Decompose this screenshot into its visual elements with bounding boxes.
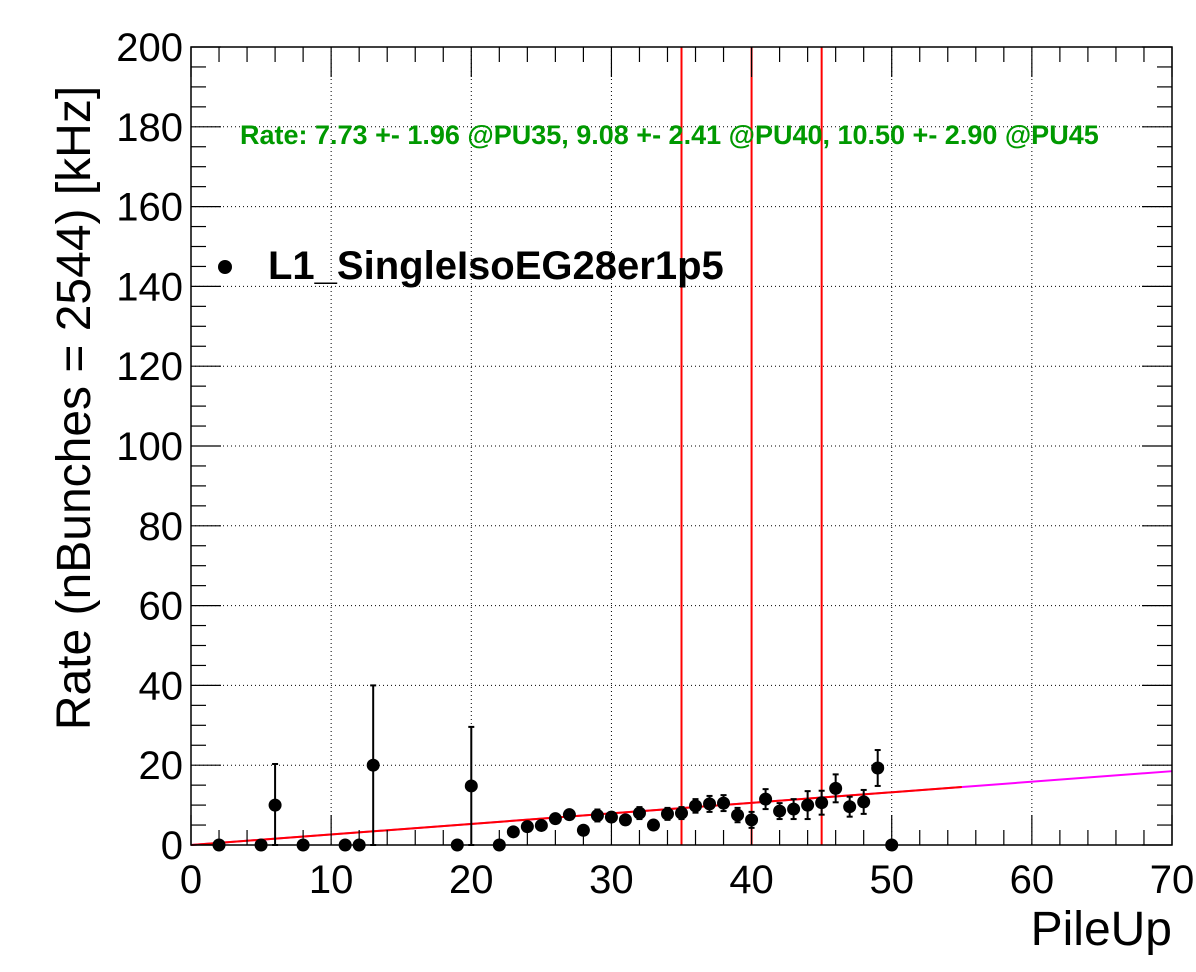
data-marker [366,758,380,772]
data-point [703,794,717,813]
y-tick-label: 160 [116,186,183,230]
data-marker [464,779,478,793]
data-marker [815,796,829,810]
x-tick-label: 40 [729,858,774,902]
data-point [618,813,632,827]
y-tick-label: 40 [139,664,184,708]
data-marker [689,799,703,813]
y-tick-label: 60 [139,585,184,629]
legend-marker [218,260,232,274]
data-marker [857,795,871,809]
y-tick-label: 80 [139,505,184,549]
data-point [731,806,745,824]
rate-annotation: Rate: 7.73 +- 1.96 @PU35, 9.08 +- 2.41 @… [240,120,1099,150]
axis-ticks [190,46,1173,846]
data-marker [871,761,885,775]
data-point [843,795,857,818]
data-marker [759,792,773,806]
y-tick-labels: 0 20 40 60 80 100 120 140 160 180 200 [116,26,183,868]
data-marker [731,808,745,822]
legend: L1_SingleIsoEG28er1p5 [218,244,724,288]
data-point [787,798,801,821]
data-marker [843,800,857,814]
y-tick-label: 140 [116,265,183,309]
data-point [506,825,520,839]
y-tick-label: 0 [161,824,183,868]
data-marker [787,802,801,816]
x-tick-label: 60 [1010,858,1055,902]
x-tick-label: 50 [869,858,914,902]
x-tick-label: 10 [309,858,354,902]
data-point [829,773,843,804]
data-marker [660,807,674,821]
data-point [857,788,871,815]
x-tick-labels: 0 10 20 30 40 50 60 70 [180,858,1194,902]
fit-line [190,786,962,846]
x-tick-label: 70 [1150,858,1195,902]
data-marker [646,818,660,832]
legend-entry-label: L1_SingleIsoEG28er1p5 [268,244,724,288]
data-point [660,806,674,821]
data-marker [829,781,843,795]
x-axis-title: PileUp [1031,903,1172,956]
data-point [366,684,380,846]
data-point [646,818,660,832]
data-point [815,789,829,816]
data-point [590,808,604,823]
data-point [632,806,646,821]
data-marker [632,806,646,820]
data-points [212,684,899,852]
data-point [871,749,885,787]
data-marker [618,813,632,827]
data-marker [590,808,604,822]
data-point [520,820,534,834]
data-point [675,806,688,821]
data-marker [548,812,562,826]
data-point [717,794,731,813]
data-point [562,808,576,822]
data-point [548,812,562,826]
data-marker [703,797,717,811]
data-marker [534,818,548,832]
x-tick-label: 0 [180,858,202,902]
data-marker [773,804,787,818]
data-marker [520,820,534,834]
data-point [773,802,787,821]
data-point [801,790,815,821]
data-point [689,798,703,814]
data-marker [506,825,520,839]
y-tick-label: 120 [116,345,183,389]
data-marker [717,796,731,810]
data-point [534,818,548,832]
y-tick-label: 100 [116,425,183,469]
y-tick-label: 180 [116,106,183,150]
data-marker [268,798,282,812]
y-axis-title: Rate (nBunches = 2544) [kHz] [48,86,101,730]
y-tick-label: 20 [139,744,184,788]
data-marker [675,806,688,820]
pileup-reference-lines [680,47,823,845]
x-tick-label: 30 [589,858,634,902]
x-tick-label: 20 [449,858,494,902]
y-tick-label: 200 [116,26,183,70]
data-point [759,788,773,811]
data-marker [562,808,576,822]
data-marker [801,798,815,812]
